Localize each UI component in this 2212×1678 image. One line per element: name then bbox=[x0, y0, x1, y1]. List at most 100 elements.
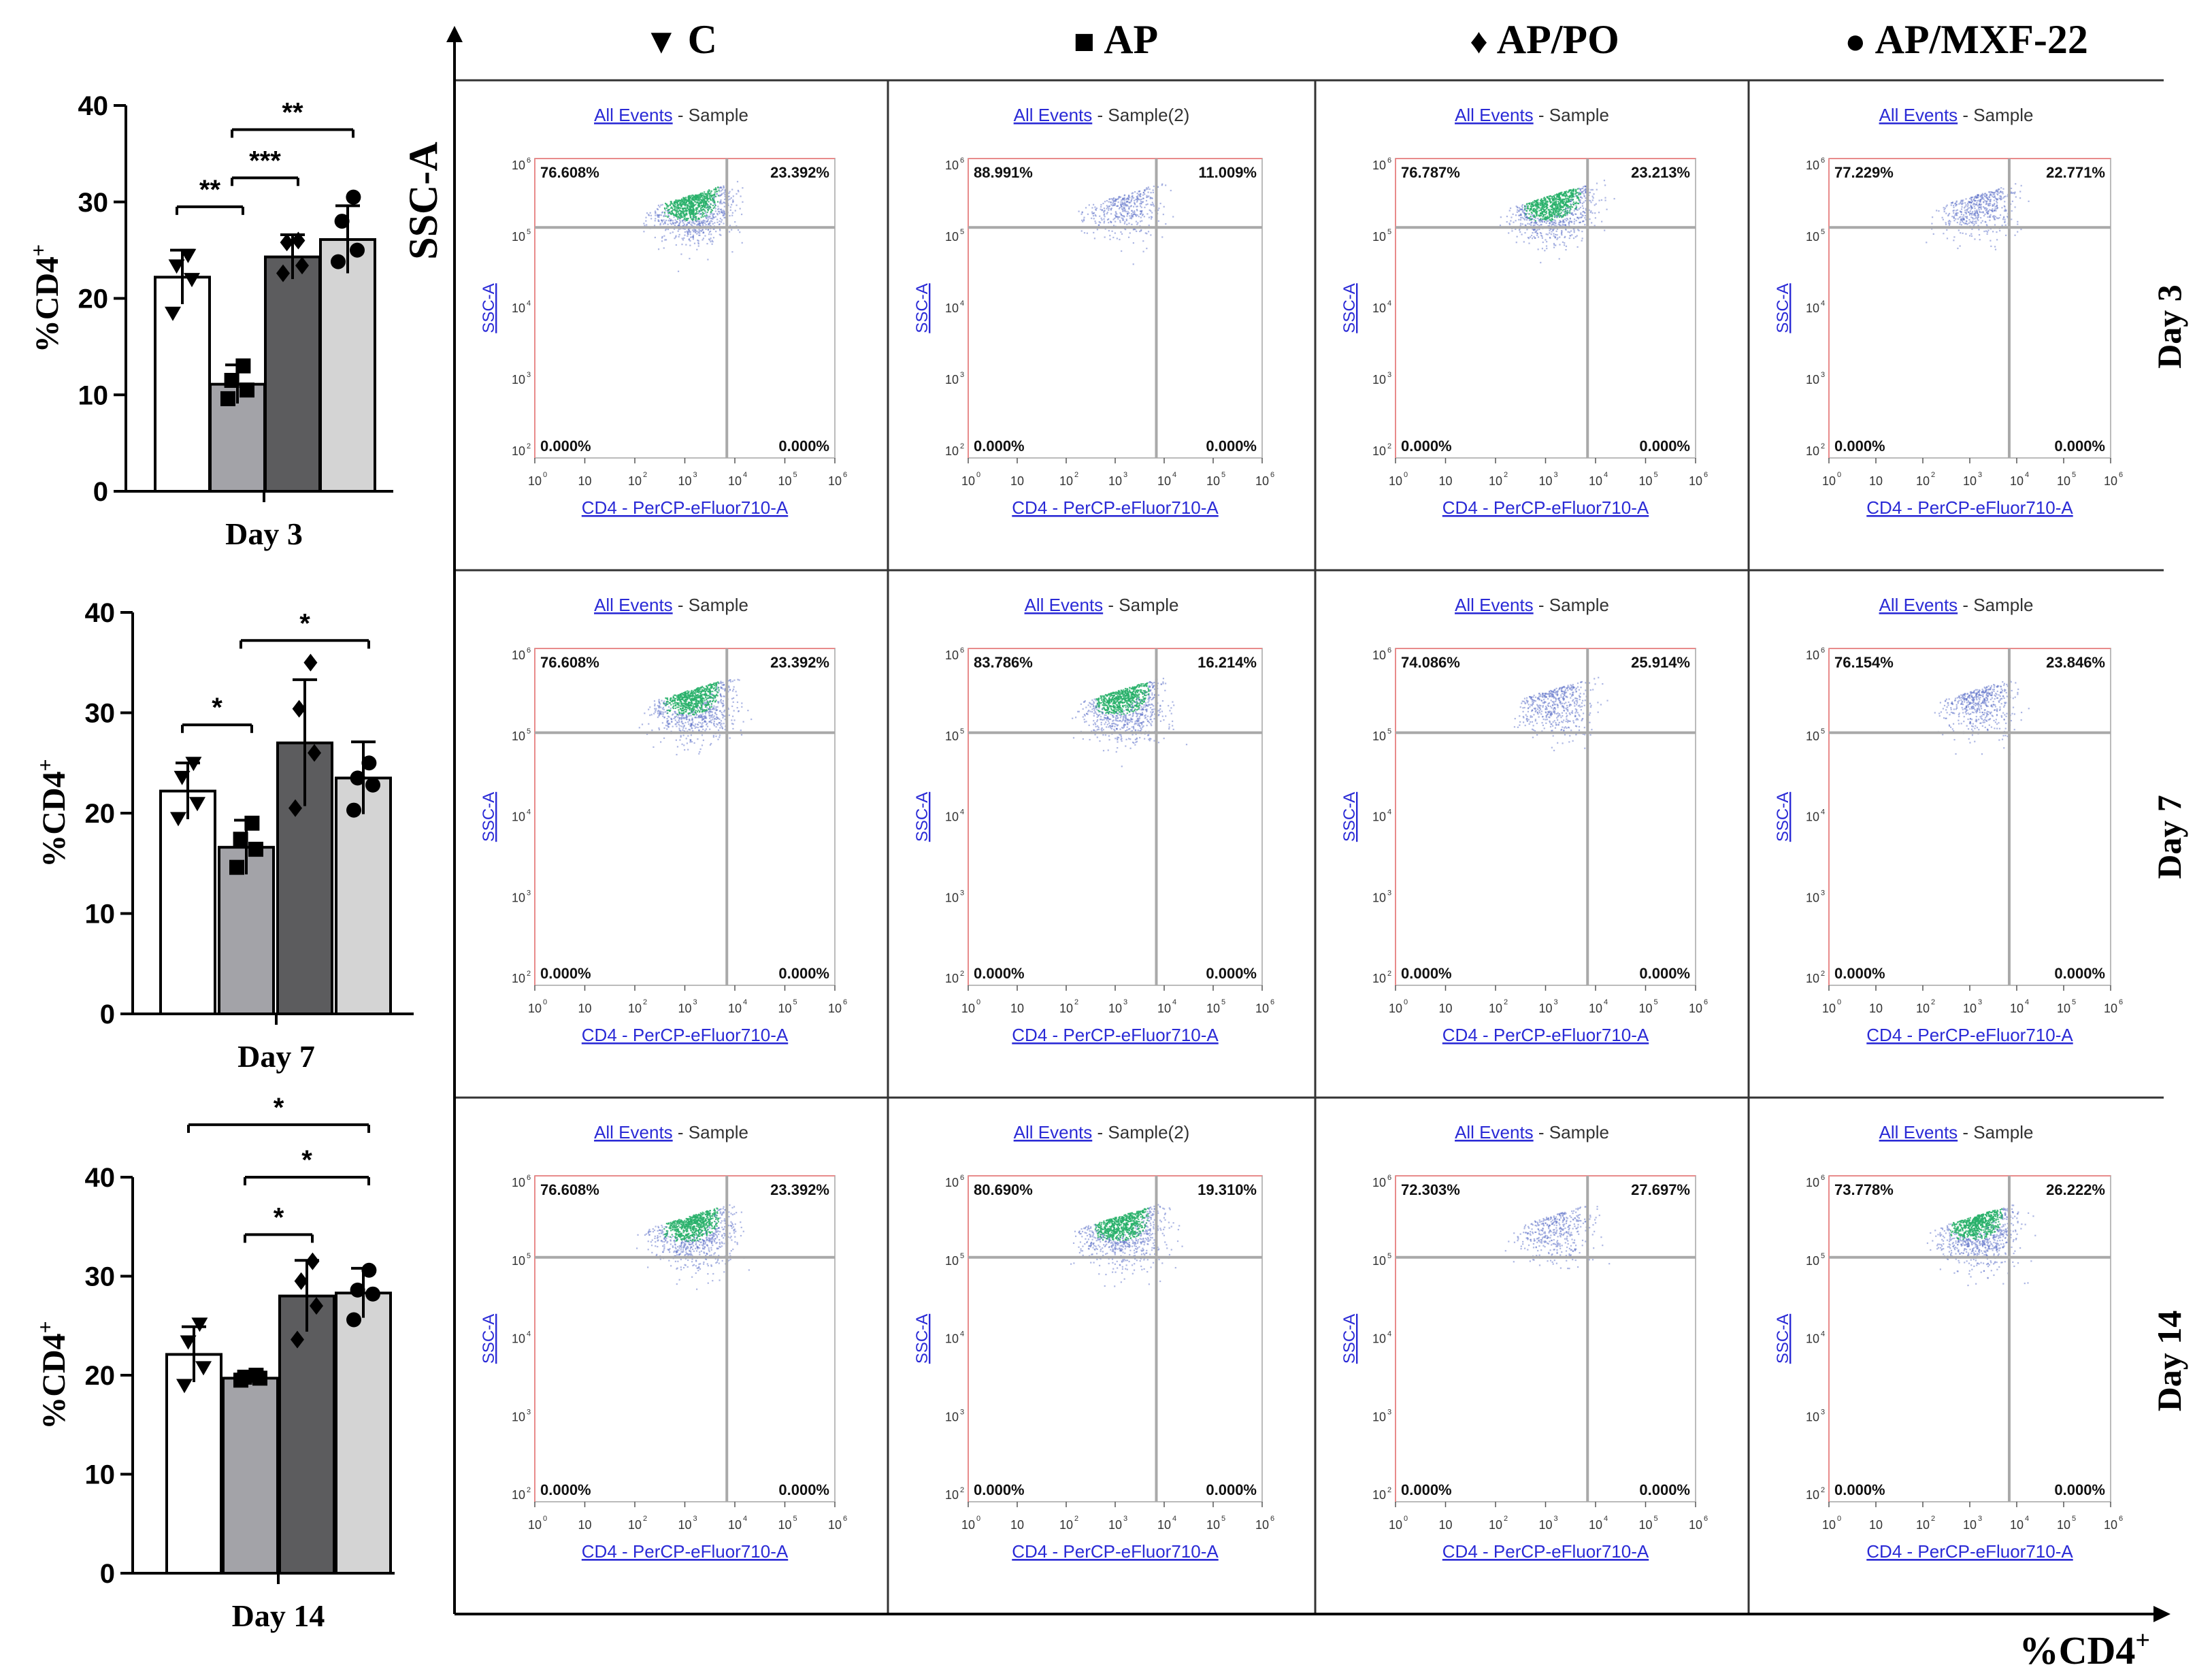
event-dot bbox=[679, 220, 680, 221]
event-dot bbox=[2004, 201, 2005, 202]
event-dot bbox=[722, 682, 723, 683]
x-tick-label: 10 bbox=[628, 474, 642, 488]
event-dot bbox=[723, 723, 725, 724]
event-dot bbox=[665, 725, 667, 726]
event-dot bbox=[1091, 212, 1093, 213]
event-dot bbox=[643, 223, 644, 224]
y-tick-exp: 5 bbox=[1387, 228, 1391, 236]
event-dot bbox=[703, 687, 704, 689]
event-dot bbox=[714, 708, 715, 710]
event-dot bbox=[710, 233, 712, 235]
event-dot bbox=[702, 691, 704, 692]
event-dot bbox=[1128, 738, 1129, 739]
event-dot bbox=[1527, 223, 1528, 225]
event-dot bbox=[1158, 208, 1159, 209]
event-dot bbox=[1506, 216, 1508, 217]
event-dot bbox=[1562, 199, 1563, 200]
event-dot bbox=[710, 192, 712, 193]
event-dot bbox=[1133, 263, 1134, 265]
event-dot bbox=[1524, 216, 1525, 217]
event-dot bbox=[731, 229, 732, 231]
event-dot bbox=[665, 220, 667, 221]
event-dot bbox=[1945, 222, 1947, 223]
event-dot bbox=[691, 717, 693, 719]
event-dot bbox=[697, 690, 699, 691]
event-dot bbox=[658, 220, 659, 222]
event-dot bbox=[1969, 235, 1970, 236]
event-dot bbox=[1598, 200, 1600, 201]
event-dot bbox=[687, 235, 688, 237]
event-dot bbox=[649, 706, 650, 708]
event-dot bbox=[1132, 192, 1134, 193]
event-dot bbox=[1528, 237, 1529, 238]
event-dot bbox=[1995, 249, 1996, 250]
group-header-AP/PO: ♦ AP/PO bbox=[1470, 17, 1619, 62]
event-dot bbox=[684, 208, 686, 209]
event-dot bbox=[1509, 224, 1511, 225]
event-dot bbox=[1108, 218, 1109, 220]
event-dot bbox=[669, 702, 670, 704]
event-dot bbox=[1576, 220, 1577, 221]
event-dot bbox=[1509, 210, 1511, 211]
event-dot bbox=[1104, 222, 1105, 223]
event-dot bbox=[714, 191, 716, 193]
event-dot bbox=[716, 709, 718, 710]
event-dot bbox=[1596, 182, 1598, 184]
event-dot bbox=[724, 194, 725, 195]
x-tick-exp: 6 bbox=[843, 998, 847, 1006]
event-dot bbox=[1570, 235, 1571, 236]
event-dot bbox=[1559, 193, 1561, 194]
event-dot bbox=[1964, 216, 1966, 217]
event-dot bbox=[672, 220, 674, 221]
event-dot bbox=[1078, 211, 1080, 212]
event-dot bbox=[1556, 231, 1557, 232]
event-dot bbox=[1957, 248, 1958, 249]
event-dot bbox=[673, 708, 674, 709]
event-dot bbox=[1988, 191, 1990, 193]
event-dot bbox=[1572, 196, 1573, 197]
event-dot bbox=[680, 210, 681, 212]
event-dot bbox=[1549, 237, 1551, 239]
event-dot bbox=[1547, 216, 1548, 217]
event-dot bbox=[650, 215, 652, 216]
event-dot bbox=[687, 721, 689, 723]
event-dot bbox=[676, 695, 677, 697]
event-dot bbox=[669, 212, 670, 213]
quadrant-ll: 0.000% bbox=[540, 438, 591, 455]
event-dot bbox=[1147, 687, 1149, 689]
grid-y-axis-label: SSC-A bbox=[401, 142, 446, 259]
event-dot bbox=[670, 208, 672, 209]
event-dot bbox=[701, 201, 703, 203]
event-dot bbox=[697, 710, 699, 711]
event-dot bbox=[710, 237, 711, 239]
event-dot bbox=[1990, 246, 1992, 247]
event-dot bbox=[1539, 202, 1540, 203]
event-dot bbox=[1951, 216, 1953, 217]
event-dot bbox=[1978, 214, 1979, 216]
event-dot bbox=[682, 710, 684, 711]
event-dot bbox=[1131, 213, 1132, 214]
event-dot bbox=[704, 197, 705, 198]
event-dot bbox=[704, 717, 706, 719]
event-dot bbox=[706, 694, 707, 695]
event-dot bbox=[1137, 214, 1138, 216]
event-dot bbox=[1518, 219, 1519, 220]
event-dot bbox=[684, 696, 685, 697]
quadrant-lr: 0.000% bbox=[778, 965, 829, 982]
event-dot bbox=[714, 715, 715, 717]
event-dot bbox=[1526, 229, 1528, 230]
event-dot bbox=[706, 215, 707, 216]
event-dot bbox=[1545, 212, 1546, 213]
event-dot bbox=[693, 231, 694, 232]
event-dot bbox=[719, 727, 721, 728]
event-dot bbox=[1591, 222, 1592, 223]
event-dot bbox=[1559, 204, 1561, 205]
event-dot bbox=[684, 203, 686, 205]
event-dot bbox=[1574, 231, 1575, 233]
event-dot bbox=[1972, 211, 1973, 212]
y-tick-exp: 4 bbox=[527, 808, 531, 817]
event-dot bbox=[1519, 231, 1521, 233]
event-dot bbox=[731, 706, 733, 707]
event-dot bbox=[1536, 208, 1538, 210]
event-dot bbox=[1134, 214, 1135, 215]
